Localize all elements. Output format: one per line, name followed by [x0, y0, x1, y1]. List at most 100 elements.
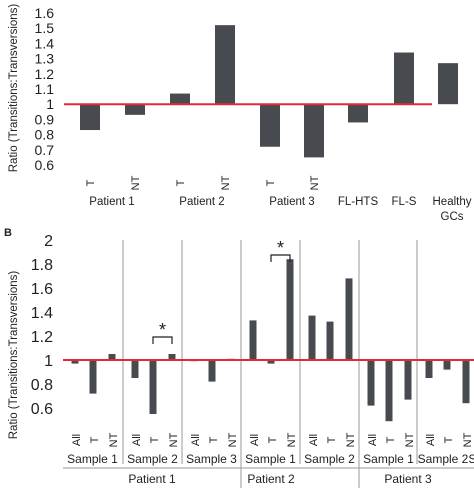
panel-b-tick-label: NT [462, 432, 474, 447]
panel-a-bars [64, 25, 458, 158]
panel-b-bar [149, 360, 157, 414]
panel-a-group-label: Patient 2 [179, 196, 224, 208]
panel-a-tick-label: NT [130, 175, 142, 190]
panel-b-y-tick-label: 1.8 [31, 257, 53, 274]
panel-a-bar [394, 52, 414, 105]
panel-b-y-ticks: 0.6 0.8 1 1.2 1.4 1.6 1.8 2 [31, 233, 53, 418]
panel-b-chart: Ratio (Transitions:Transversions) 0.6 0.8… [8, 233, 474, 488]
panel-a-bar [348, 104, 368, 123]
panel-b-tick-label: T [443, 436, 455, 443]
panel-a-y-tick-label: 0.7 [35, 142, 55, 158]
panel-a-bar [80, 104, 100, 131]
panel-b-bar [425, 360, 433, 378]
panel-b-bar [367, 360, 375, 406]
panel-b-label: B [4, 227, 12, 239]
panel-b-y-axis-label: Ratio (Transitions:Transversions) [8, 271, 20, 440]
panel-a-group-label: Patient 1 [89, 196, 134, 208]
panel-b-dividers [63, 240, 474, 488]
panel-a-y-tick-label: 1 [46, 96, 54, 112]
panel-a-chart: Ratio (Transitions:Transversions) 0.60.7… [8, 4, 472, 223]
panel-b-tick-label: All [131, 434, 143, 446]
panel-a-y-tick-label: 1.3 [35, 51, 55, 67]
panel-b-sample-label: Sample 2 [304, 452, 355, 466]
panel-a-y-tick-label: 1.4 [35, 35, 55, 51]
panel-b-bar [286, 259, 294, 360]
panel-b-y-tick-label: 0.8 [31, 377, 53, 394]
panel-b-sample-label: Sample 1 [363, 452, 414, 466]
panel-a-y-tick-label: 0.9 [35, 111, 55, 127]
panel-a-group-label-line: GCs [441, 211, 464, 223]
panel-b-bar [443, 360, 451, 370]
panel-b-y-tick-label: 1 [44, 353, 53, 370]
panel-a-tick-label: T [175, 179, 187, 186]
panel-b-y-tick-label: 2 [44, 233, 53, 250]
panel-a-tick-label: T [265, 179, 277, 186]
panel-a-y-ticks: 0.60.70.80.911.11.21.31.41.51.6 [35, 5, 55, 173]
significance-marker: * [159, 320, 166, 340]
panel-a-bar [125, 104, 145, 115]
panel-b-bar [385, 360, 393, 422]
panel-b-tick-label: NT [286, 432, 298, 447]
panel-a-y-tick-label: 0.6 [35, 157, 55, 173]
panel-b-tick-label: All [367, 434, 379, 446]
panel-b-tick-label: NT [345, 432, 357, 447]
panel-b-tick-label: T [89, 436, 101, 443]
panel-a-tick-label: NT [309, 175, 321, 190]
panel-b-tick-label: NT [404, 432, 416, 447]
panel-b-tick-label: T [326, 436, 338, 443]
panel-b-bar [267, 360, 275, 364]
panel-b-bar [108, 354, 116, 360]
significance-marker: * [277, 238, 284, 258]
panel-a-y-tick-label: 1.1 [35, 81, 55, 97]
panel-b-tick-label: All [71, 434, 83, 446]
panel-b-sample-label: Sample 3 [186, 452, 237, 466]
panel-b-tick-label: All [190, 434, 202, 446]
panel-a-y-tick-label: 1.5 [35, 20, 55, 36]
panel-b-bar [404, 360, 412, 400]
panel-a-y-tick-label: 1.6 [35, 5, 55, 21]
panel-b-bar [462, 360, 470, 404]
panel-b-significance: ** [152, 238, 291, 344]
panel-b-tick-label: NT [168, 432, 180, 447]
panel-b-sample-label: Sample 1 [67, 452, 118, 466]
panel-a-y-axis-label: Ratio (Transitions:Transversions) [8, 4, 20, 173]
significance-bracket [270, 254, 291, 262]
panel-b-tick-label: NT [227, 432, 239, 447]
panel-b-y-tick-label: 0.6 [31, 401, 53, 418]
panel-b-bar [71, 360, 79, 364]
panel-a-bar [438, 63, 458, 105]
panel-b-bar [89, 360, 97, 394]
panel-a-y-tick-label: 0.8 [35, 127, 55, 143]
panel-a-bar [304, 104, 324, 158]
panel-a-group-label: FL-HTS [338, 196, 379, 208]
panel-a-bar [170, 93, 190, 105]
panel-b-tick-label: All [249, 434, 261, 446]
panel-b-y-tick-label: 1.6 [31, 281, 53, 298]
panel-b-sample-label: Sample 2S [418, 452, 474, 466]
panel-b-bar [308, 315, 316, 360]
panel-a-y-tick-label: 1.2 [35, 66, 55, 82]
panel-b-tick-label: T [385, 436, 397, 443]
panel-b-x-labels: All T NT All T NT All T NT All T NT All T NT All T NT All T… [67, 432, 474, 486]
panel-b-bar [326, 321, 334, 360]
panel-a-group-label: Healthy GCs [433, 196, 472, 223]
panel-b-tick-label: NT [108, 432, 120, 447]
panel-b-bar [131, 360, 139, 378]
panel-a-bar [215, 25, 235, 105]
panel-a-group-label: Patient 3 [269, 196, 314, 208]
panel-b-y-tick-label: 1.2 [31, 329, 53, 346]
panel-b-tick-label: T [267, 436, 279, 443]
panel-b-sample-label: Sample 1 [245, 452, 296, 466]
panel-a-bar [260, 104, 280, 147]
panel-b-bar [345, 278, 353, 360]
panel-a-x-labels: T NT T NT T NT Patient 1 Patient 2 Patient 3 FL-H… [85, 175, 472, 223]
panel-b-bar [249, 320, 257, 360]
panel-a-group-label: FL-S [392, 196, 417, 208]
panel-b-bar [168, 354, 176, 360]
panel-b-sample-label: Sample 2 [127, 452, 178, 466]
panel-a-tick-label: NT [220, 175, 232, 190]
panel-b-y-tick-label: 1.4 [31, 305, 53, 322]
panel-a-group-label-line: Healthy [433, 196, 472, 208]
significance-bracket [152, 336, 173, 344]
